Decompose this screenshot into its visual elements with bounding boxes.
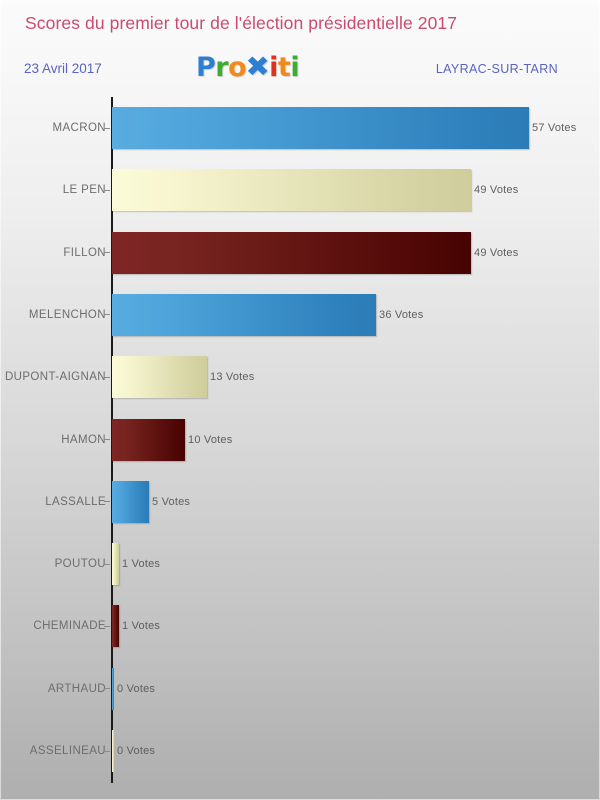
bar-container: 0 Votes [112,667,156,710]
vote-bar[interactable] [112,107,529,149]
chart-row: MACRON 57 Votes [0,97,600,159]
election-date: 23 Avril 2017 [24,61,102,76]
logo-letter-1: r [215,52,229,83]
candidate-label: DUPONT-AIGNAN [4,371,106,384]
chart-row: ARTHAUD 0 Votes [0,658,600,720]
logo-letter-6: i [290,52,300,83]
chart-row: MELENCHON 36 Votes [0,284,600,346]
report-header: Scores du premier tour de l'élection pré… [0,0,600,92]
axis-tick [104,314,110,316]
bar-container: 5 Votes [112,480,191,523]
vote-count-label: 13 Votes [210,371,255,384]
candidate-label: ARTHAUD [47,682,106,695]
vote-count-label: 1 Votes [122,620,161,633]
vote-count-label: 0 Votes [117,682,156,695]
vote-count-label: 49 Votes [474,246,519,259]
logo-letter-5: t [277,52,291,83]
candidate-label: POUTOU [54,558,106,571]
axis-tick [104,376,110,378]
axis-tick [104,625,110,627]
candidate-label: CHEMINADE [33,620,106,633]
chart-row: ASSELINEAU 0 Votes [0,720,600,782]
vote-count-label: 57 Votes [532,122,577,134]
vote-bar[interactable] [112,480,149,523]
bar-container: 57 Votes [112,107,576,149]
logo-letter-0: P [196,52,216,83]
vote-bar[interactable] [112,231,471,274]
bar-container: 1 Votes [112,605,161,648]
vote-bar[interactable] [112,356,207,399]
proxiti-logo[interactable]: Pro✖iti [196,50,300,83]
axis-tick [104,127,110,129]
candidate-label: MACRON [52,122,106,134]
axis-tick [104,501,110,503]
candidate-label: LASSALLE [45,495,106,508]
logo-letter-2: o [228,52,247,83]
axis-tick [104,189,110,191]
chart-row: LASSALLE 5 Votes [0,471,600,533]
axis-tick [104,563,110,565]
vote-bar[interactable] [112,418,185,461]
bar-container: 49 Votes [112,231,519,274]
page-title: Scores du premier tour de l'élection pré… [25,13,458,33]
vote-bar[interactable] [112,605,119,648]
bar-container: 10 Votes [112,418,233,461]
chart-row: DUPONT-AIGNAN 13 Votes [0,346,600,408]
vote-count-label: 49 Votes [474,184,519,197]
vote-bar[interactable] [112,543,119,586]
bar-container: 1 Votes [112,543,161,586]
chart-row: POUTOU 1 Votes [0,533,600,595]
candidate-label: MELENCHON [28,308,106,321]
vote-bar[interactable] [112,169,471,212]
vote-count-label: 5 Votes [152,495,191,508]
chart-axis-line [111,97,113,783]
vote-bar[interactable] [112,730,114,772]
vote-count-label: 10 Votes [188,433,233,446]
vote-count-label: 36 Votes [379,308,424,321]
axis-tick [104,750,110,752]
vote-bar[interactable] [112,293,376,336]
candidate-label: ASSELINEAU [29,745,106,757]
logo-letter-4: i [269,52,278,83]
bar-container: 49 Votes [112,169,519,212]
bar-container: 36 Votes [112,293,424,336]
commune-name: LAYRAC-SUR-TARN [435,62,558,76]
chart-row: CHEMINADE 1 Votes [0,595,600,657]
axis-tick [104,688,110,690]
axis-tick [104,439,110,440]
chart-row: HAMON 10 Votes [0,409,600,471]
chart-row: FILLON 49 Votes [0,222,600,284]
vote-count-label: 0 Votes [117,745,156,757]
axis-tick [104,252,110,254]
chart-row: LE PEN 49 Votes [0,159,600,221]
logo-letter-3: ✖ [245,50,271,83]
candidate-label: HAMON [61,433,106,446]
vote-bar[interactable] [112,667,114,710]
candidate-label: LE PEN [62,184,106,197]
vote-count-label: 1 Votes [122,558,161,571]
votes-bar-chart: MACRON 57 Votes LE PEN 49 Votes FILLON 49 Vot… [0,92,600,800]
bar-container: 13 Votes [112,356,255,399]
candidate-label: FILLON [63,246,106,259]
bar-container: 0 Votes [112,730,155,772]
